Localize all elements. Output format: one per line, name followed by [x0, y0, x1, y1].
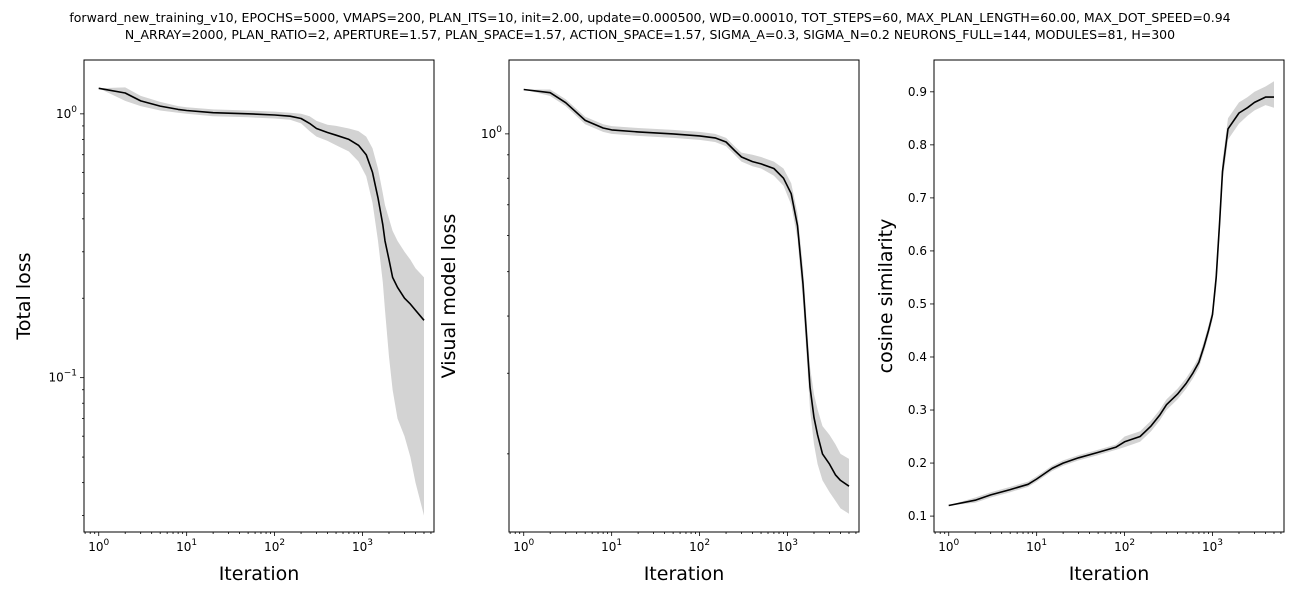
y-tick-label: 100 — [56, 105, 77, 121]
y-tick-label: 0.2 — [908, 456, 927, 470]
y-axis-label: Total loss — [13, 252, 35, 340]
mean-line — [523, 88, 850, 487]
panel-visual-model-loss: 100 101 102 103 100 Iteration Visual model los… — [438, 59, 860, 585]
x-tick-label: 100 — [513, 538, 534, 554]
x-tick-label: 100 — [88, 538, 109, 554]
y-tick-label: 0.6 — [908, 244, 927, 258]
x-tick-label: 102 — [1114, 538, 1135, 554]
mean-line — [948, 96, 1274, 507]
x-tick-label: 103 — [1202, 538, 1223, 554]
axes-frame — [933, 59, 1285, 533]
plot-area — [523, 88, 850, 514]
y-tick-label: 0.4 — [908, 350, 927, 364]
x-tick-label: 102 — [689, 538, 710, 554]
variance-band — [98, 87, 424, 516]
x-tick-label: 103 — [777, 538, 798, 554]
ticks: 100 101 102 103 100 — [481, 125, 857, 554]
y-tick-label: 10−1 — [48, 369, 77, 385]
y-tick-label: 0.9 — [908, 85, 927, 99]
panel-cosine-similarity: 100 101 102 103 0.1 0.2 0.3 0.4 0.5 0.6 0.7 0.8 0.9 I… — [875, 59, 1285, 585]
y-tick-label: 0.3 — [908, 403, 927, 417]
figure-title: forward_new_training_v10, EPOCHS=5000, V… — [0, 9, 1300, 43]
x-tick-label: 102 — [264, 538, 285, 554]
panel-total-loss: 100 101 102 103 10−1 100 Iteration Total loss — [13, 59, 435, 585]
plot-area — [98, 87, 425, 516]
x-tick-label: 101 — [176, 538, 197, 554]
figure-title-line-1: forward_new_training_v10, EPOCHS=5000, V… — [69, 10, 1231, 25]
plot-area — [948, 81, 1274, 507]
x-axis-label: Iteration — [644, 563, 725, 585]
mean-line — [98, 87, 425, 321]
y-tick-label: 0.1 — [908, 509, 927, 523]
x-tick-label: 101 — [601, 538, 622, 554]
y-axis-label: Visual model loss — [438, 214, 460, 379]
figure-title-line-2: N_ARRAY=2000, PLAN_RATIO=2, APERTURE=1.5… — [124, 27, 1176, 42]
y-tick-label: 0.8 — [908, 138, 927, 152]
x-axis-label: Iteration — [1069, 563, 1150, 585]
axes-frame — [83, 59, 435, 533]
y-tick-label: 0.5 — [908, 297, 927, 311]
axes-frame — [508, 59, 860, 533]
x-axis-label: Iteration — [219, 563, 300, 585]
y-tick-label: 0.7 — [908, 191, 927, 205]
x-tick-label: 100 — [938, 538, 959, 554]
y-axis-label: cosine similarity — [875, 219, 897, 374]
x-tick-label: 101 — [1026, 538, 1047, 554]
variance-band — [523, 89, 849, 514]
x-tick-label: 103 — [352, 538, 373, 554]
y-tick-label: 100 — [481, 125, 502, 141]
